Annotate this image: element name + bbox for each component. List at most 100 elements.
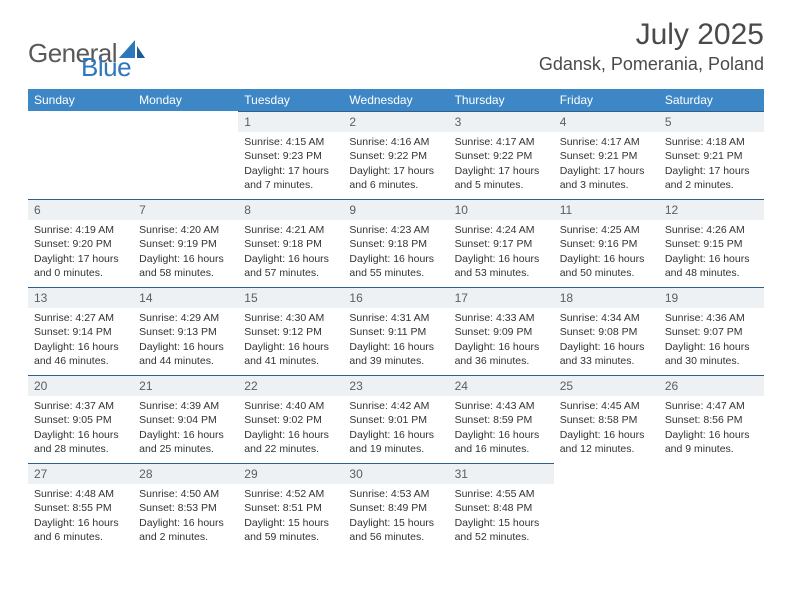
sunrise-line: Sunrise: 4:53 AM (349, 487, 442, 501)
calendar-day-cell: 8Sunrise: 4:21 AMSunset: 9:18 PMDaylight… (238, 199, 343, 287)
sunrise-line: Sunrise: 4:36 AM (665, 311, 758, 325)
calendar-week-row: 13Sunrise: 4:27 AMSunset: 9:14 PMDayligh… (28, 287, 764, 375)
daylight-line: Daylight: 16 hours and 53 minutes. (455, 252, 548, 280)
day-number: 3 (449, 111, 554, 132)
day-number: 21 (133, 375, 238, 396)
sunset-line: Sunset: 9:04 PM (139, 413, 232, 427)
sunrise-line: Sunrise: 4:47 AM (665, 399, 758, 413)
page: General Blue July 2025 Gdansk, Pomerania… (0, 0, 792, 551)
daylight-line: Daylight: 17 hours and 2 minutes. (665, 164, 758, 192)
sunrise-line: Sunrise: 4:29 AM (139, 311, 232, 325)
sunset-line: Sunset: 8:53 PM (139, 501, 232, 515)
calendar-day-cell: 31Sunrise: 4:55 AMSunset: 8:48 PMDayligh… (449, 463, 554, 551)
sunset-line: Sunset: 9:21 PM (665, 149, 758, 163)
sunrise-line: Sunrise: 4:33 AM (455, 311, 548, 325)
daylight-line: Daylight: 17 hours and 7 minutes. (244, 164, 337, 192)
sunrise-line: Sunrise: 4:45 AM (560, 399, 653, 413)
daylight-line: Daylight: 16 hours and 16 minutes. (455, 428, 548, 456)
day-number: 19 (659, 287, 764, 308)
day-number: 11 (554, 199, 659, 220)
daylight-line: Daylight: 15 hours and 52 minutes. (455, 516, 548, 544)
day-number: 25 (554, 375, 659, 396)
calendar-day-cell: 9Sunrise: 4:23 AMSunset: 9:18 PMDaylight… (343, 199, 448, 287)
daylight-line: Daylight: 15 hours and 59 minutes. (244, 516, 337, 544)
sunrise-line: Sunrise: 4:39 AM (139, 399, 232, 413)
day-details: Sunrise: 4:33 AMSunset: 9:09 PMDaylight:… (449, 308, 554, 372)
calendar-week-row: 27Sunrise: 4:48 AMSunset: 8:55 PMDayligh… (28, 463, 764, 551)
day-details: Sunrise: 4:47 AMSunset: 8:56 PMDaylight:… (659, 396, 764, 460)
calendar-day-cell: 24Sunrise: 4:43 AMSunset: 8:59 PMDayligh… (449, 375, 554, 463)
calendar-day-cell: 2Sunrise: 4:16 AMSunset: 9:22 PMDaylight… (343, 111, 448, 199)
header: General Blue July 2025 Gdansk, Pomerania… (28, 18, 764, 83)
day-number: 31 (449, 463, 554, 484)
sunset-line: Sunset: 8:58 PM (560, 413, 653, 427)
day-details: Sunrise: 4:24 AMSunset: 9:17 PMDaylight:… (449, 220, 554, 284)
day-details: Sunrise: 4:19 AMSunset: 9:20 PMDaylight:… (28, 220, 133, 284)
sunset-line: Sunset: 9:09 PM (455, 325, 548, 339)
sunrise-line: Sunrise: 4:26 AM (665, 223, 758, 237)
sunrise-line: Sunrise: 4:27 AM (34, 311, 127, 325)
day-number: 8 (238, 199, 343, 220)
day-number: 4 (554, 111, 659, 132)
calendar-day-cell: 28Sunrise: 4:50 AMSunset: 8:53 PMDayligh… (133, 463, 238, 551)
day-details: Sunrise: 4:17 AMSunset: 9:22 PMDaylight:… (449, 132, 554, 196)
daylight-line: Daylight: 16 hours and 55 minutes. (349, 252, 442, 280)
calendar-day-cell: 1Sunrise: 4:15 AMSunset: 9:23 PMDaylight… (238, 111, 343, 199)
sunset-line: Sunset: 9:01 PM (349, 413, 442, 427)
sunset-line: Sunset: 9:18 PM (244, 237, 337, 251)
calendar-day-cell: 6Sunrise: 4:19 AMSunset: 9:20 PMDaylight… (28, 199, 133, 287)
day-details: Sunrise: 4:17 AMSunset: 9:21 PMDaylight:… (554, 132, 659, 196)
calendar-day-cell (554, 463, 659, 551)
day-details: Sunrise: 4:16 AMSunset: 9:22 PMDaylight:… (343, 132, 448, 196)
day-number: 23 (343, 375, 448, 396)
day-details: Sunrise: 4:25 AMSunset: 9:16 PMDaylight:… (554, 220, 659, 284)
sunset-line: Sunset: 8:56 PM (665, 413, 758, 427)
calendar-day-cell: 19Sunrise: 4:36 AMSunset: 9:07 PMDayligh… (659, 287, 764, 375)
day-details: Sunrise: 4:39 AMSunset: 9:04 PMDaylight:… (133, 396, 238, 460)
calendar-day-cell: 7Sunrise: 4:20 AMSunset: 9:19 PMDaylight… (133, 199, 238, 287)
day-details: Sunrise: 4:20 AMSunset: 9:19 PMDaylight:… (133, 220, 238, 284)
daylight-line: Daylight: 15 hours and 56 minutes. (349, 516, 442, 544)
daylight-line: Daylight: 16 hours and 25 minutes. (139, 428, 232, 456)
daylight-line: Daylight: 16 hours and 12 minutes. (560, 428, 653, 456)
day-number: 10 (449, 199, 554, 220)
calendar-day-cell: 4Sunrise: 4:17 AMSunset: 9:21 PMDaylight… (554, 111, 659, 199)
sunrise-line: Sunrise: 4:37 AM (34, 399, 127, 413)
sunset-line: Sunset: 9:18 PM (349, 237, 442, 251)
calendar-day-cell: 17Sunrise: 4:33 AMSunset: 9:09 PMDayligh… (449, 287, 554, 375)
sunset-line: Sunset: 9:02 PM (244, 413, 337, 427)
sunset-line: Sunset: 9:08 PM (560, 325, 653, 339)
weekday-header: Thursday (449, 89, 554, 111)
daylight-line: Daylight: 16 hours and 9 minutes. (665, 428, 758, 456)
day-details: Sunrise: 4:40 AMSunset: 9:02 PMDaylight:… (238, 396, 343, 460)
day-number: 2 (343, 111, 448, 132)
calendar-day-cell: 5Sunrise: 4:18 AMSunset: 9:21 PMDaylight… (659, 111, 764, 199)
day-number: 14 (133, 287, 238, 308)
daylight-line: Daylight: 16 hours and 2 minutes. (139, 516, 232, 544)
day-details: Sunrise: 4:45 AMSunset: 8:58 PMDaylight:… (554, 396, 659, 460)
daylight-line: Daylight: 17 hours and 5 minutes. (455, 164, 548, 192)
calendar-week-row: 20Sunrise: 4:37 AMSunset: 9:05 PMDayligh… (28, 375, 764, 463)
calendar-day-cell: 12Sunrise: 4:26 AMSunset: 9:15 PMDayligh… (659, 199, 764, 287)
calendar-body: 1Sunrise: 4:15 AMSunset: 9:23 PMDaylight… (28, 111, 764, 551)
calendar-table: SundayMondayTuesdayWednesdayThursdayFrid… (28, 89, 764, 551)
day-details: Sunrise: 4:48 AMSunset: 8:55 PMDaylight:… (28, 484, 133, 548)
day-number: 26 (659, 375, 764, 396)
calendar-day-cell (133, 111, 238, 199)
sunrise-line: Sunrise: 4:55 AM (455, 487, 548, 501)
calendar-day-cell: 11Sunrise: 4:25 AMSunset: 9:16 PMDayligh… (554, 199, 659, 287)
calendar-week-row: 1Sunrise: 4:15 AMSunset: 9:23 PMDaylight… (28, 111, 764, 199)
daylight-line: Daylight: 16 hours and 41 minutes. (244, 340, 337, 368)
daylight-line: Daylight: 16 hours and 30 minutes. (665, 340, 758, 368)
daylight-line: Daylight: 16 hours and 28 minutes. (34, 428, 127, 456)
day-details: Sunrise: 4:30 AMSunset: 9:12 PMDaylight:… (238, 308, 343, 372)
calendar-day-cell: 29Sunrise: 4:52 AMSunset: 8:51 PMDayligh… (238, 463, 343, 551)
sunset-line: Sunset: 9:15 PM (665, 237, 758, 251)
day-details: Sunrise: 4:26 AMSunset: 9:15 PMDaylight:… (659, 220, 764, 284)
sunset-line: Sunset: 9:22 PM (455, 149, 548, 163)
day-number: 6 (28, 199, 133, 220)
day-number: 1 (238, 111, 343, 132)
day-number: 9 (343, 199, 448, 220)
sunset-line: Sunset: 9:11 PM (349, 325, 442, 339)
sunset-line: Sunset: 9:05 PM (34, 413, 127, 427)
